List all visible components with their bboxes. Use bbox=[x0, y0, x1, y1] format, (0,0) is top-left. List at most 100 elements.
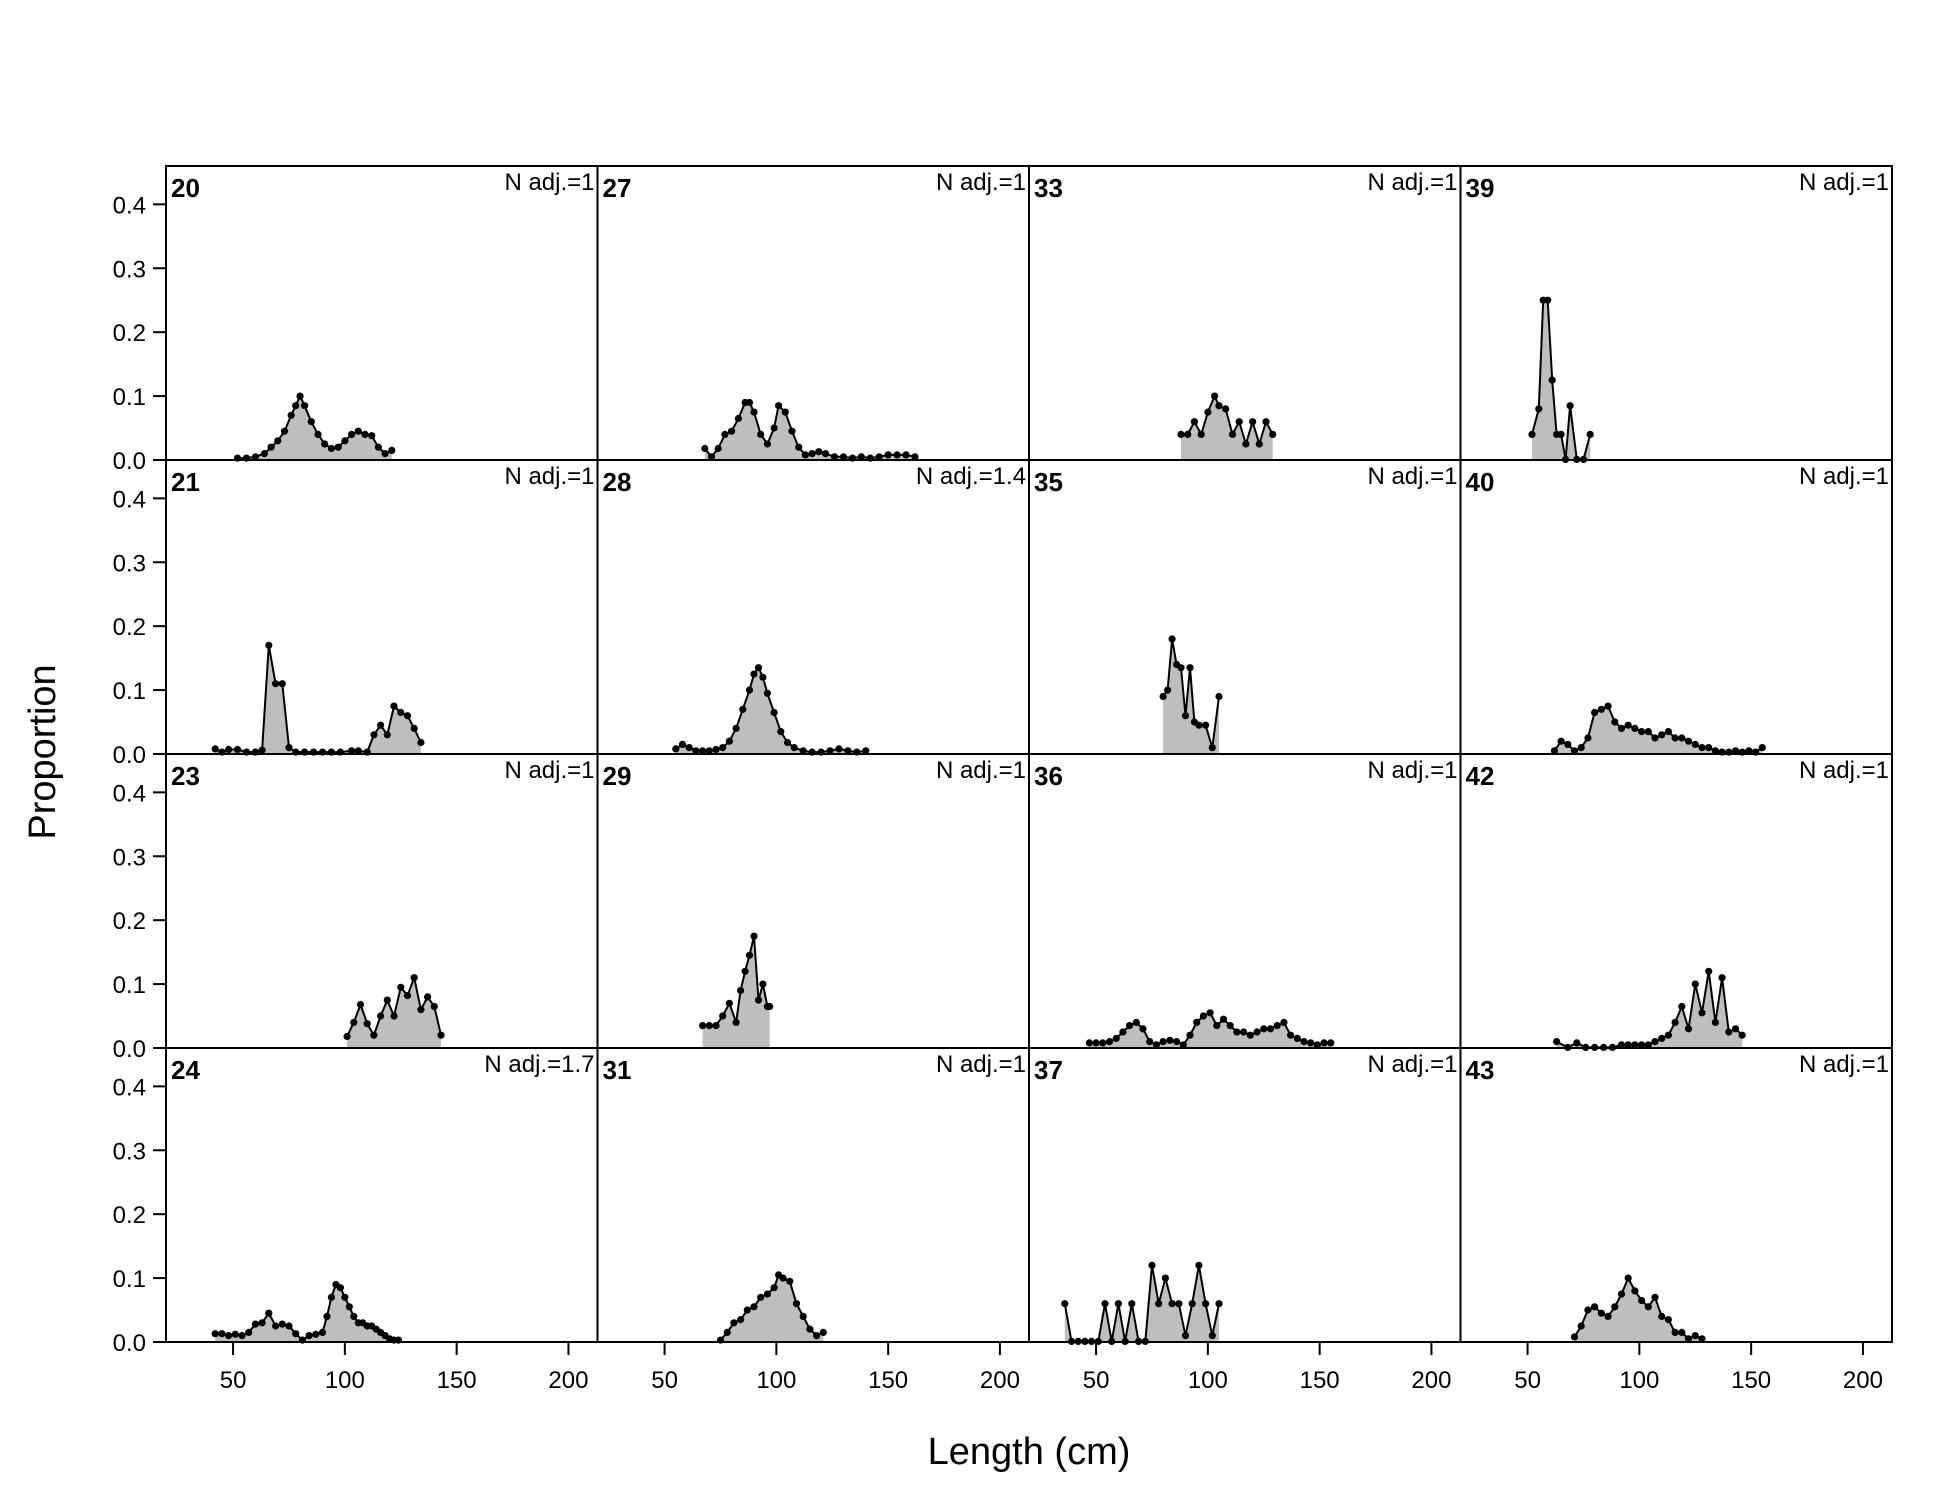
data-point bbox=[1168, 635, 1176, 643]
data-point bbox=[285, 744, 293, 752]
data-point bbox=[1557, 430, 1565, 438]
x-tick-label: 100 bbox=[1619, 1367, 1659, 1394]
data-point bbox=[1684, 737, 1693, 745]
data-point bbox=[830, 453, 839, 461]
data-point bbox=[705, 747, 713, 755]
data-point bbox=[1644, 1303, 1652, 1311]
data-point bbox=[356, 1000, 365, 1009]
data-point bbox=[826, 747, 834, 755]
data-point bbox=[783, 738, 792, 747]
data-point bbox=[1313, 1041, 1321, 1049]
data-point bbox=[1266, 1025, 1275, 1033]
data-point bbox=[1577, 744, 1585, 752]
panel-37: 37 N adj.=1 bbox=[1034, 1051, 1458, 1345]
data-point bbox=[350, 1312, 358, 1320]
data-point bbox=[754, 996, 763, 1004]
panel-36: 36 N adj.=1 bbox=[1034, 757, 1458, 1049]
data-point bbox=[1564, 740, 1572, 749]
data-point bbox=[732, 1018, 740, 1026]
panel-label: 43 bbox=[1466, 1055, 1495, 1085]
panel-label: 36 bbox=[1034, 761, 1063, 791]
data-point bbox=[1638, 1041, 1646, 1049]
data-point bbox=[233, 745, 242, 754]
data-point bbox=[314, 430, 322, 438]
data-point bbox=[1146, 1038, 1154, 1046]
panel-border bbox=[1459, 1047, 1893, 1343]
data-point bbox=[397, 983, 405, 991]
data-point bbox=[821, 450, 830, 458]
data-point bbox=[1204, 408, 1212, 416]
data-point bbox=[361, 430, 369, 438]
series-area bbox=[704, 402, 915, 460]
data-point bbox=[723, 1328, 731, 1336]
data-point bbox=[1705, 744, 1713, 752]
panel-border bbox=[1459, 165, 1893, 461]
data-point bbox=[1164, 686, 1172, 694]
data-point bbox=[743, 1306, 751, 1314]
data-point bbox=[278, 1320, 286, 1328]
data-point bbox=[1280, 1018, 1288, 1026]
data-point bbox=[911, 453, 919, 461]
y-tick-label: 0.2 bbox=[113, 320, 146, 347]
y-tick-label: 0.2 bbox=[113, 1202, 146, 1229]
data-point bbox=[1631, 1041, 1639, 1049]
data-point bbox=[678, 740, 687, 749]
data-point bbox=[1215, 692, 1223, 701]
data-point bbox=[1584, 1306, 1592, 1314]
data-point bbox=[1249, 418, 1257, 426]
data-point bbox=[1671, 1328, 1679, 1336]
data-point bbox=[763, 689, 772, 697]
x-tick-label: 100 bbox=[325, 1367, 365, 1394]
panel-33: 33 N adj.=1 bbox=[1034, 169, 1458, 460]
panel-label: 23 bbox=[171, 761, 200, 791]
panel-label: 29 bbox=[603, 761, 632, 791]
series-area bbox=[215, 1284, 399, 1342]
data-point bbox=[1099, 1039, 1107, 1047]
data-point bbox=[410, 724, 418, 733]
data-point bbox=[424, 993, 432, 1001]
data-point bbox=[1611, 718, 1619, 726]
panel-27: 27 N adj.=1 bbox=[603, 169, 1026, 462]
data-point bbox=[1566, 402, 1574, 410]
data-point bbox=[1255, 440, 1263, 448]
panel-border bbox=[165, 459, 599, 755]
data-point bbox=[1584, 734, 1592, 742]
panel-label: 35 bbox=[1034, 467, 1063, 497]
data-point bbox=[350, 1018, 358, 1026]
data-point bbox=[1597, 1309, 1605, 1317]
data-point bbox=[714, 444, 722, 453]
data-point bbox=[1260, 1025, 1268, 1033]
x-tick-label: 200 bbox=[980, 1367, 1020, 1394]
panel-39: 39 N adj.=1 bbox=[1466, 169, 1889, 463]
data-point bbox=[1177, 430, 1185, 438]
data-point bbox=[1638, 1296, 1646, 1305]
series-area bbox=[237, 396, 392, 460]
data-point bbox=[1658, 731, 1666, 739]
data-point bbox=[844, 747, 852, 755]
data-point bbox=[1193, 1018, 1201, 1026]
panel-20: 20 N adj.=1 bbox=[171, 169, 595, 462]
data-point bbox=[437, 1031, 445, 1039]
data-point bbox=[712, 745, 720, 754]
n-adj-label: N adj.=1 bbox=[1799, 757, 1889, 784]
x-axis-title: Length (cm) bbox=[928, 1431, 1131, 1473]
data-point bbox=[1631, 1287, 1639, 1295]
data-point bbox=[1678, 1002, 1686, 1011]
data-point bbox=[819, 1328, 827, 1336]
data-point bbox=[231, 1330, 239, 1338]
panel-border bbox=[165, 1047, 599, 1343]
data-point bbox=[1228, 430, 1237, 438]
data-point bbox=[334, 443, 342, 451]
data-point bbox=[383, 731, 391, 739]
n-adj-label: N adj.=1 bbox=[504, 463, 594, 490]
data-point bbox=[1691, 740, 1699, 749]
data-point bbox=[323, 1312, 331, 1320]
data-point bbox=[759, 980, 767, 988]
data-point bbox=[699, 747, 707, 755]
n-adj-label: N adj.=1 bbox=[1367, 757, 1457, 784]
n-adj-label: N adj.=1 bbox=[1799, 463, 1889, 490]
series-area bbox=[1064, 1265, 1219, 1342]
y-tick-label: 0.4 bbox=[113, 486, 146, 513]
data-point bbox=[725, 999, 734, 1007]
data-point bbox=[383, 996, 391, 1004]
